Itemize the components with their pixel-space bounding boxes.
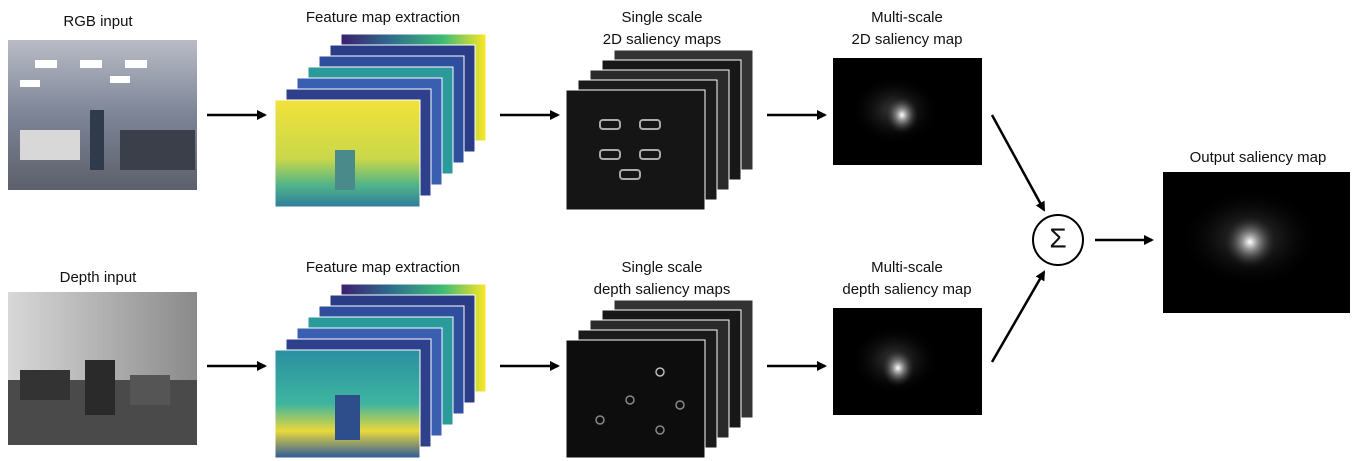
sum-symbol: Σ <box>1049 222 1066 253</box>
node-label: Depth input <box>60 269 138 286</box>
node-label: Single scale <box>622 9 703 26</box>
node-label: 2D saliency map <box>852 31 963 48</box>
node-label: RGB input <box>63 13 133 30</box>
node-label: 2D saliency maps <box>603 31 721 48</box>
multiscale-depth-map <box>833 308 982 415</box>
stacks <box>275 34 753 458</box>
saliency-layer <box>566 90 705 210</box>
texture <box>335 395 360 440</box>
diagram: RGB input Feature map extraction Single … <box>0 0 1354 461</box>
multiscale-2d-map <box>833 58 982 165</box>
output-map <box>1163 172 1350 313</box>
node-label: Feature map extraction <box>306 259 460 276</box>
node-label: Single scale <box>622 259 703 276</box>
node-label: Output saliency map <box>1190 149 1327 166</box>
depth-image <box>8 292 197 445</box>
node-label: Multi-scale <box>871 9 943 26</box>
page: {"nodes": [ {"label": ["RGB input"]}, {"… <box>0 0 1354 461</box>
saliency-layer <box>566 340 705 458</box>
node-label: depth saliency map <box>842 281 971 298</box>
node-label: Feature map extraction <box>306 9 460 26</box>
node-label: Multi-scale <box>871 259 943 276</box>
rgb-image <box>8 40 197 190</box>
texture <box>335 150 355 190</box>
node-label: depth saliency maps <box>594 281 731 298</box>
